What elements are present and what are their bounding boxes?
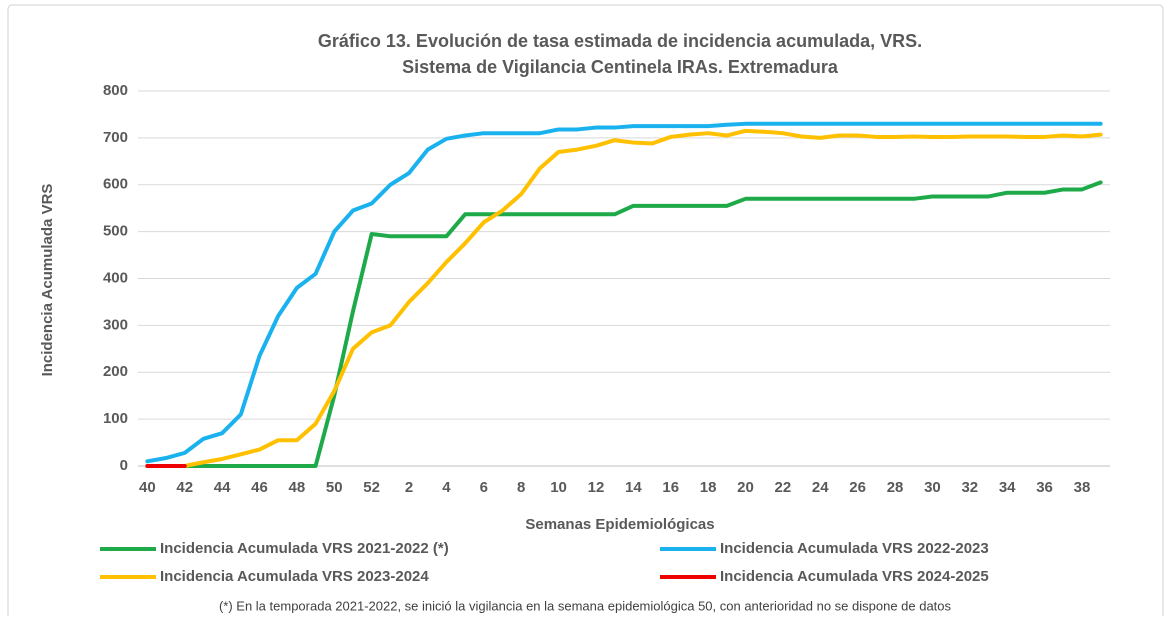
y-tick-label: 0 (120, 457, 128, 474)
footnote: (*) En la temporada 2021-2022, se inició… (219, 598, 952, 613)
x-tick-label: 18 (700, 479, 717, 496)
x-tick-label: 14 (625, 479, 642, 496)
legend-label: Incidencia Acumulada VRS 2022-2023 (720, 540, 989, 557)
y-axis-label: Incidencia Acumulada VRS (39, 184, 56, 377)
x-tick-label: 46 (251, 479, 268, 496)
x-tick-label: 32 (961, 479, 978, 496)
x-tick-label: 8 (517, 479, 525, 496)
x-tick-label: 30 (924, 479, 941, 496)
x-axis-label: Semanas Epidemiológicas (525, 516, 714, 533)
y-tick-label: 400 (103, 269, 128, 286)
x-tick-label: 12 (588, 479, 605, 496)
x-tick-label: 52 (363, 479, 380, 496)
x-tick-label: 38 (1074, 479, 1091, 496)
x-tick-label: 42 (176, 479, 193, 496)
legend-label: Incidencia Acumulada VRS 2021-2022 (*) (160, 540, 449, 557)
x-tick-label: 20 (737, 479, 754, 496)
y-tick-label: 100 (103, 410, 128, 427)
x-tick-label: 44 (214, 479, 231, 496)
x-tick-label: 40 (139, 479, 156, 496)
x-tick-label: 22 (775, 479, 792, 496)
x-tick-label: 6 (480, 479, 488, 496)
series-line (145, 180, 1103, 468)
legend-label: Incidencia Acumulada VRS 2024-2025 (720, 568, 989, 585)
x-tick-label: 50 (326, 479, 343, 496)
x-tick-label: 24 (812, 479, 829, 496)
y-tick-label: 500 (103, 223, 128, 240)
x-tick-label: 48 (289, 479, 306, 496)
y-tick-label: 600 (103, 176, 128, 193)
y-tick-label: 800 (103, 82, 128, 99)
chart-title: Gráfico 13. Evolución de tasa estimada d… (318, 31, 922, 51)
series-line (182, 128, 1103, 468)
series-line (145, 121, 1103, 464)
legend-label: Incidencia Acumulada VRS 2023-2024 (160, 568, 429, 585)
x-tick-label: 16 (662, 479, 679, 496)
chart-subtitle: Sistema de Vigilancia Centinela IRAs. Ex… (402, 57, 839, 77)
y-tick-label: 300 (103, 316, 128, 333)
x-tick-label: 28 (887, 479, 904, 496)
x-tick-label: 26 (849, 479, 866, 496)
x-tick-label: 36 (1036, 479, 1053, 496)
y-tick-label: 700 (103, 129, 128, 146)
x-tick-label: 34 (999, 479, 1016, 496)
x-tick-label: 10 (550, 479, 567, 496)
x-tick-label: 4 (442, 479, 451, 496)
x-tick-label: 2 (405, 479, 413, 496)
y-tick-label: 200 (103, 363, 128, 380)
